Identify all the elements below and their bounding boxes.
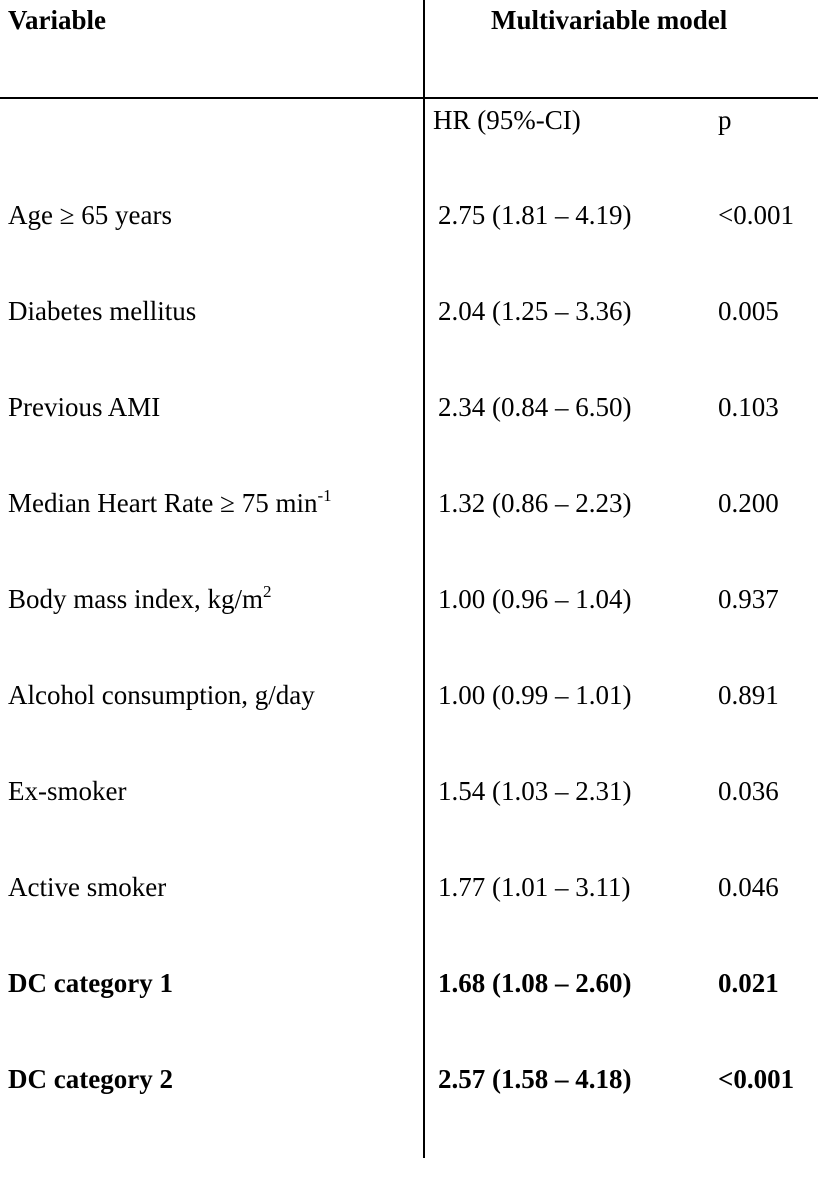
cell-variable: Previous AMI [8, 392, 161, 422]
cell-p: 0.036 [718, 776, 779, 806]
cell-variable: DC category 1 [8, 968, 173, 998]
superscript: -1 [317, 486, 332, 505]
cell-hr: 2.57 (1.58 – 4.18) [438, 1064, 632, 1094]
superscript: 2 [263, 582, 272, 601]
cell-p: 0.046 [718, 872, 779, 902]
cell-variable: Age ≥ 65 years [8, 200, 173, 230]
cell-hr: 2.34 (0.84 – 6.50) [438, 392, 632, 422]
cell-hr: 1.32 (0.86 – 2.23) [438, 488, 632, 518]
cell-hr: 2.04 (1.25 – 3.36) [438, 296, 632, 326]
cell-variable: Diabetes mellitus [8, 296, 197, 326]
cell-p: 0.891 [718, 680, 779, 710]
cell-p: <0.001 [718, 1064, 795, 1094]
cell-hr: 1.77 (1.01 – 3.11) [438, 872, 631, 902]
cell-hr: 1.00 (0.96 – 1.04) [438, 584, 632, 614]
cell-p: 0.200 [718, 488, 779, 518]
cell-variable: Alcohol consumption, g/day [8, 680, 315, 710]
cell-p: 0.021 [718, 968, 779, 998]
cell-variable: Ex-smoker [8, 776, 127, 806]
cell-p: 0.103 [718, 392, 779, 422]
cell-variable: Body mass index, kg/m2 [8, 582, 272, 614]
header-p: p [718, 105, 732, 135]
cell-p: 0.005 [718, 296, 779, 326]
cell-hr: 1.68 (1.08 – 2.60) [438, 968, 632, 998]
cell-hr: 1.00 (0.99 – 1.01) [438, 680, 632, 710]
cell-p: <0.001 [718, 200, 794, 230]
header-variable: Variable [8, 5, 107, 35]
cell-variable: Active smoker [8, 872, 167, 902]
header-hr: HR (95%-CI) [433, 105, 581, 135]
cell-variable: Median Heart Rate ≥ 75 min-1 [8, 486, 332, 518]
cell-variable: DC category 2 [8, 1064, 173, 1094]
column-divider [423, 0, 425, 1158]
cell-hr: 1.54 (1.03 – 2.31) [438, 776, 632, 806]
cell-p: 0.937 [718, 584, 779, 614]
header-rule [0, 97, 818, 99]
cell-hr: 2.75 (1.81 – 4.19) [438, 200, 632, 230]
header-model: Multivariable model [491, 5, 728, 35]
